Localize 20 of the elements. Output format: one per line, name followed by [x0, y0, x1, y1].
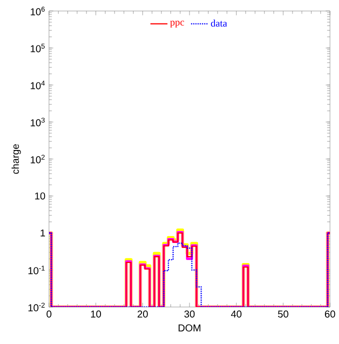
y-tick-label: 10$^{-2}$ — [28, 302, 45, 312]
y-tick-label: 10 — [35, 192, 46, 200]
x-tick-label: 30 — [184, 310, 195, 318]
legend-label: ppc — [170, 20, 184, 28]
y-axis-title: charge — [12, 144, 21, 174]
x-tick-label: 10 — [91, 310, 102, 318]
x-tick-label: 40 — [231, 310, 242, 318]
x-tick-label: 50 — [278, 310, 288, 318]
x-tick-label: 60 — [325, 310, 336, 318]
y-tick-label: 10$^{5}$ — [30, 44, 45, 52]
y-tick-label: 10$^{3}$ — [30, 118, 45, 126]
legend-label: data — [211, 20, 228, 27]
y-tick-label: 1 — [40, 230, 46, 236]
y-tick-label: 10$^{-1}$ — [28, 266, 45, 274]
y-tick-label: 10$^{4}$ — [30, 80, 45, 90]
y-tick-label: 10$^{2}$ — [30, 154, 45, 164]
y-tick-label: 10$^{6}$ — [30, 6, 45, 16]
x-tick-label: 0 — [46, 310, 52, 318]
x-axis-title: DOM — [178, 324, 200, 332]
x-tick-label: 20 — [138, 310, 148, 318]
